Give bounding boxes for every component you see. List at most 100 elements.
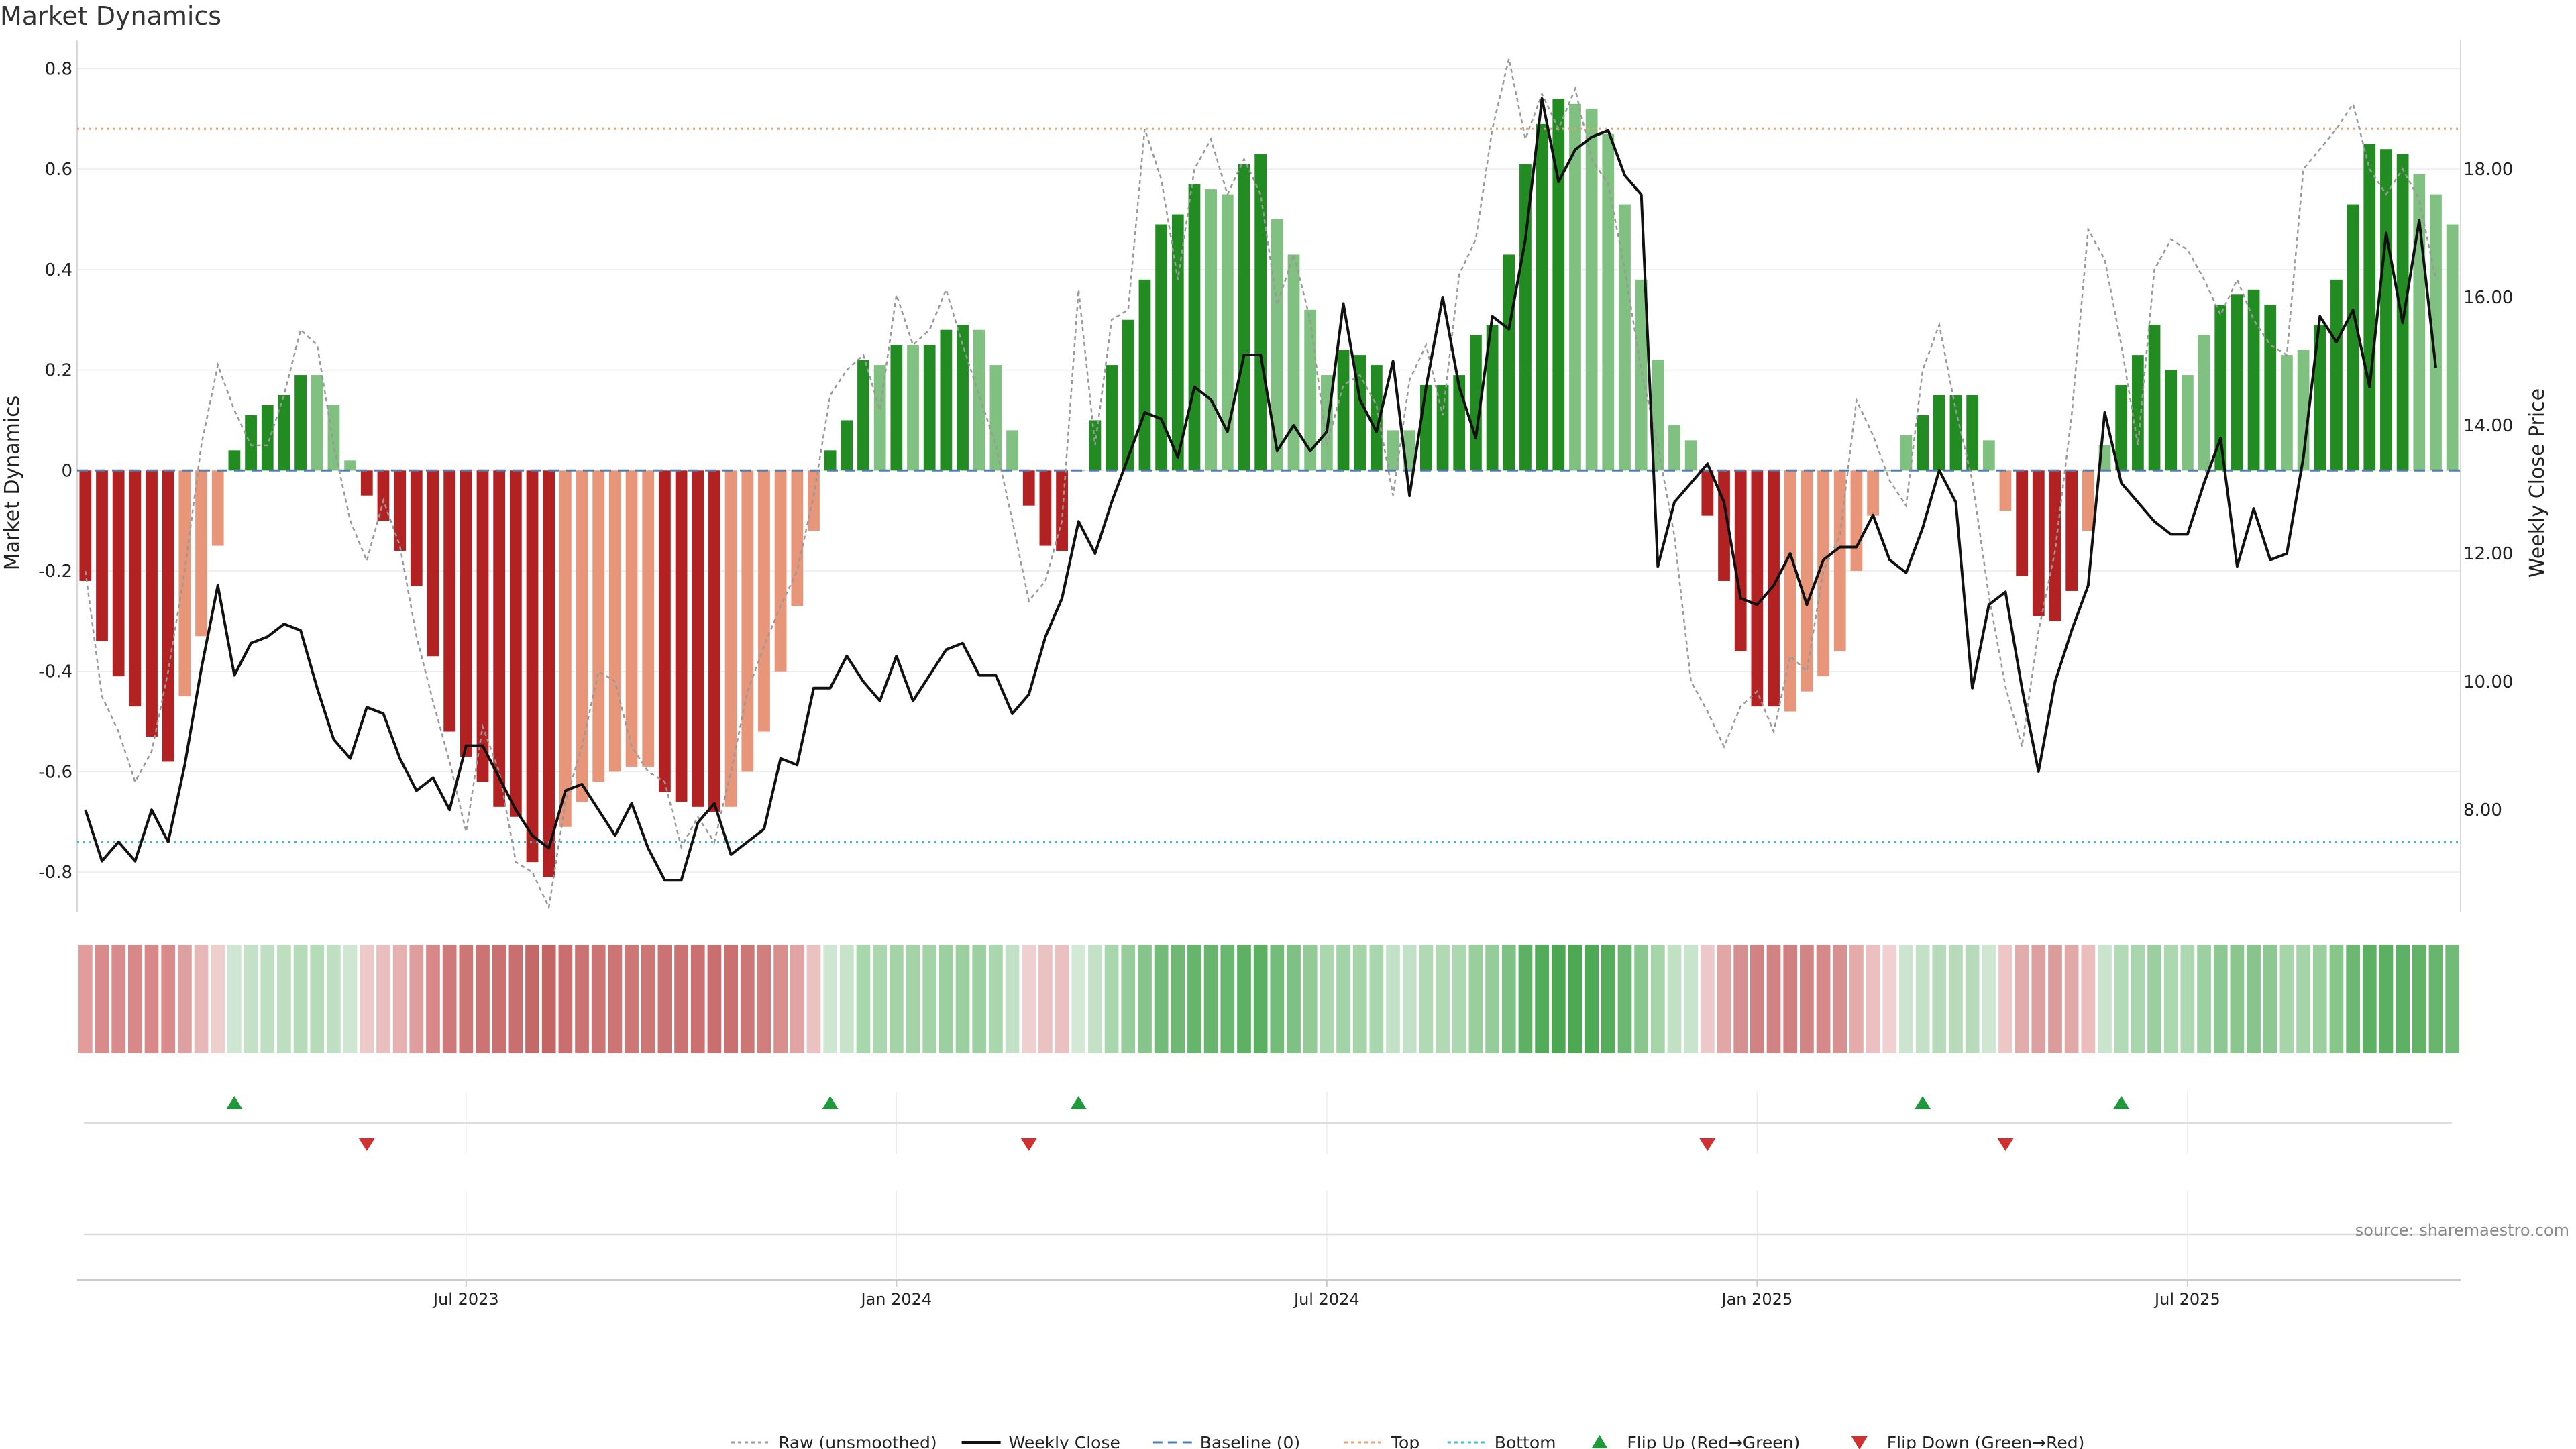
bar (1122, 319, 1134, 471)
legend-flip-down-icon (1851, 1436, 1868, 1449)
heat-cell (2064, 945, 2079, 1053)
heat-cell (1237, 945, 1251, 1053)
bar (261, 405, 274, 471)
legend-label: Raw (unsmoothed) (778, 1433, 937, 1449)
heat-cell (1187, 945, 1201, 1053)
bar (1784, 470, 1796, 712)
heat-cell (1154, 945, 1169, 1053)
heat-cell (1452, 945, 1466, 1053)
bar (1039, 470, 1052, 546)
bar (808, 470, 820, 531)
y-right-tick-label: 12.00 (2463, 544, 2513, 564)
flip-up-marker (1070, 1096, 1087, 1109)
bar (857, 360, 869, 471)
y-right-axis-label: Weekly Close Price (2526, 388, 2549, 578)
heat-cell (1253, 945, 1268, 1053)
heat-cell (2445, 945, 2460, 1053)
heat-cell (1882, 945, 1897, 1053)
heat-cell (641, 945, 655, 1053)
heat-cell (541, 945, 556, 1053)
bar (2032, 470, 2045, 616)
bar (841, 420, 853, 471)
flip-down-marker (1020, 1138, 1037, 1151)
bar (410, 470, 423, 586)
heat-cell (806, 945, 821, 1053)
bar (2430, 194, 2442, 471)
x-tick-label: Jul 2024 (1293, 1290, 1360, 1309)
heat-cell (1650, 945, 1665, 1053)
heat-cell (2329, 945, 2344, 1053)
bar (1684, 440, 1697, 471)
bar (692, 470, 704, 807)
bar (1652, 360, 1664, 471)
y-left-tick-label: -0.8 (38, 863, 72, 883)
bar (758, 470, 770, 732)
heat-cell (1005, 945, 1020, 1053)
bar (708, 470, 720, 812)
bar (1867, 470, 1879, 516)
flip-down-marker (1997, 1138, 2014, 1151)
heat-cell (1634, 945, 1649, 1053)
heat-cell (1402, 945, 1417, 1053)
bar (1022, 470, 1035, 506)
heat-cell (2048, 945, 2062, 1053)
chart-title: Market Dynamics (0, 1, 222, 31)
bar (1370, 365, 1383, 471)
bar (245, 415, 257, 471)
heat-cell (625, 945, 639, 1053)
heat-cell (2081, 945, 2096, 1053)
bar (873, 365, 886, 471)
bar (2198, 335, 2210, 471)
y-left-tick-label: -0.2 (38, 561, 72, 582)
bar (724, 470, 737, 807)
heat-cell (657, 945, 672, 1053)
heat-cell (1055, 945, 1069, 1053)
bar (791, 470, 804, 606)
heat-cell (1617, 945, 1632, 1053)
heat-cell (1899, 945, 1913, 1053)
weekly-close-line (84, 97, 2437, 882)
heat-cell (2346, 945, 2360, 1053)
y-left-tick-label: -0.4 (38, 662, 72, 682)
bar (1287, 254, 1300, 471)
bar (642, 470, 655, 767)
heat-cell (1121, 945, 1136, 1053)
bar (1155, 224, 1168, 471)
bar (2281, 355, 2293, 471)
heat-cell (1270, 945, 1285, 1053)
y-left-tick-label: 0 (61, 461, 72, 481)
y-right-tick-label: 18.00 (2463, 160, 2513, 180)
heat-cell (2396, 945, 2410, 1053)
heat-cell (1717, 945, 1731, 1053)
heat-cell (1816, 945, 1831, 1053)
bar (1768, 470, 1780, 707)
bar (2347, 204, 2359, 471)
heat-cell (194, 945, 209, 1053)
legend-label: Baseline (0) (1200, 1433, 1300, 1449)
heat-cell (459, 945, 474, 1053)
heat-cell (1303, 945, 1318, 1053)
heat-cell (1601, 945, 1615, 1053)
bar (1138, 279, 1151, 471)
heat-cell (1750, 945, 1764, 1053)
bar (1486, 325, 1499, 471)
bar (2131, 355, 2144, 471)
heat-cell (442, 945, 457, 1053)
bar (1883, 470, 1896, 472)
heat-cell (492, 945, 506, 1053)
heat-cell (2015, 945, 2029, 1053)
x-tick-label: Jan 2024 (859, 1290, 932, 1309)
heat-cell (1287, 945, 1301, 1053)
bar (890, 345, 903, 471)
bar (129, 470, 142, 707)
heat-cell (95, 945, 109, 1053)
bar (1503, 254, 1515, 471)
flip-up-marker (822, 1096, 839, 1109)
bar (112, 470, 125, 677)
heat-cell (790, 945, 804, 1053)
heat-cell (873, 945, 888, 1053)
bar (294, 375, 307, 471)
heat-cell (707, 945, 722, 1053)
heat-cell (1518, 945, 1533, 1053)
flip-up-marker (1915, 1096, 1931, 1109)
